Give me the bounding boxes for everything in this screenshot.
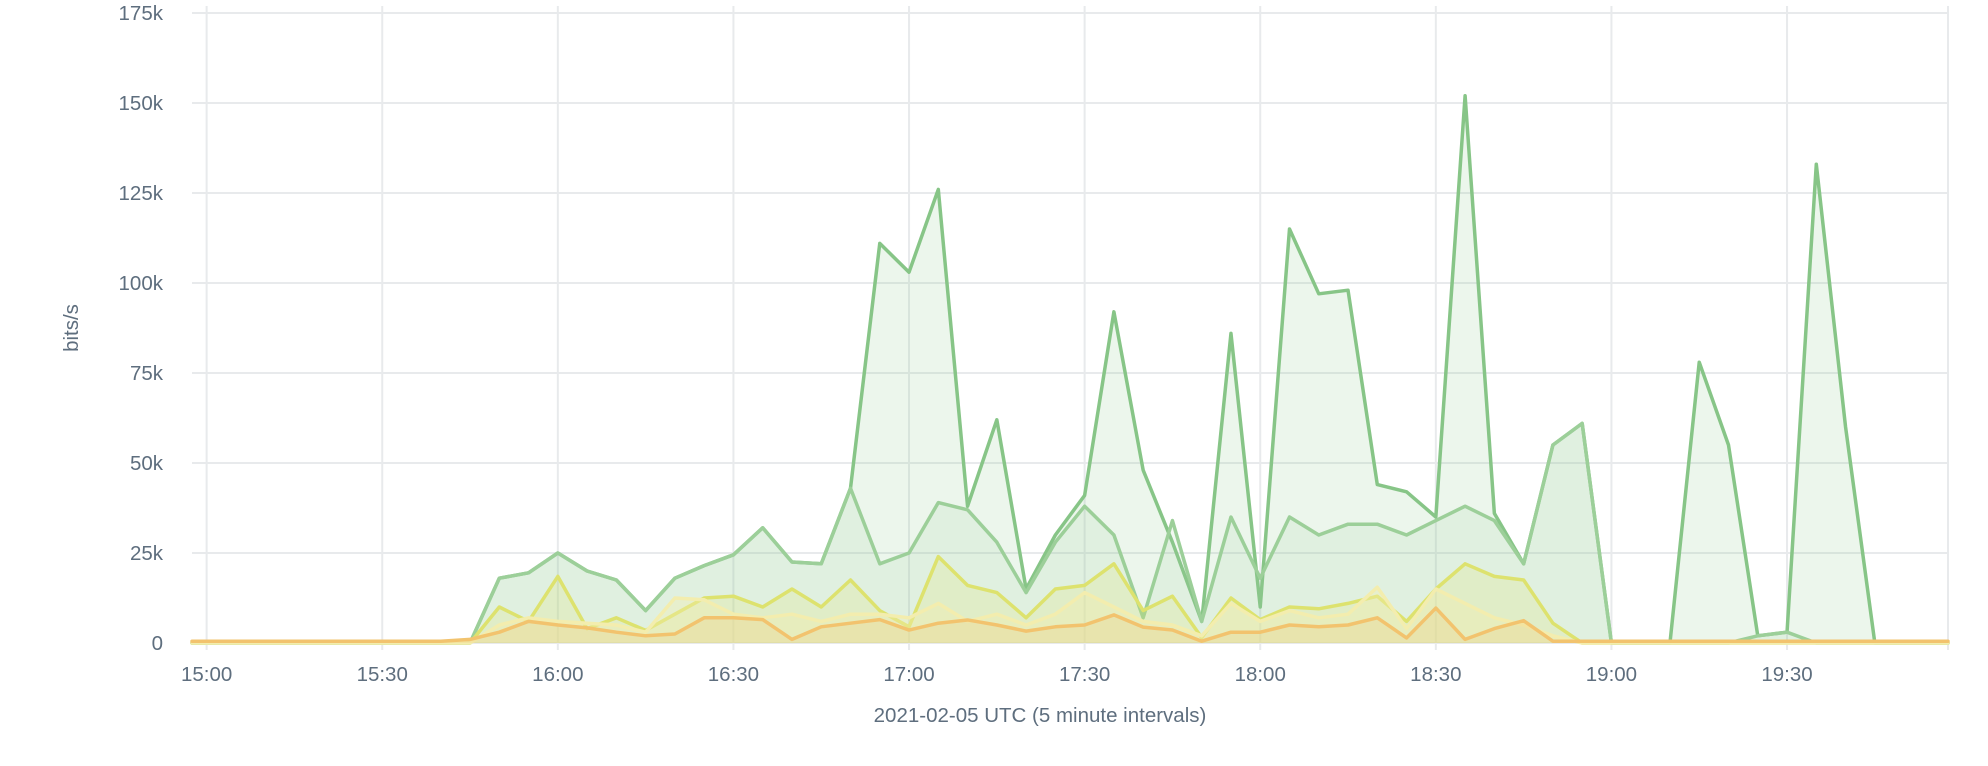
x-tick-label: 19:30 [1761, 663, 1812, 686]
line-series-orange [190, 606, 1950, 643]
x-tick-label: 18:30 [1410, 663, 1461, 686]
area-fill-green-secondary [192, 423, 1948, 643]
y-tick-label: 0 [152, 632, 163, 655]
y-axis-title: bits/s [60, 304, 83, 352]
x-tick-label: 15:00 [181, 663, 232, 686]
x-axis-title: 2021-02-05 UTC (5 minute intervals) [874, 704, 1207, 727]
x-tick-label: 16:00 [532, 663, 583, 686]
y-tick-label: 100k [119, 272, 164, 295]
x-tick-label: 16:30 [708, 663, 759, 686]
x-tick-label: 19:00 [1586, 663, 1637, 686]
x-tick-label: 15:30 [357, 663, 408, 686]
y-tick-label: 150k [119, 92, 164, 115]
x-tick-label: 17:00 [883, 663, 934, 686]
y-tick-label: 75k [130, 362, 164, 385]
y-tick-label: 125k [119, 182, 164, 205]
x-tick-label: 17:30 [1059, 663, 1110, 686]
y-tick-label: 25k [130, 542, 164, 565]
x-tick-label: 18:00 [1235, 663, 1286, 686]
y-tick-label: 175k [119, 2, 164, 25]
y-tick-label: 50k [130, 452, 164, 475]
area-fill-green-primary [192, 95, 1948, 644]
